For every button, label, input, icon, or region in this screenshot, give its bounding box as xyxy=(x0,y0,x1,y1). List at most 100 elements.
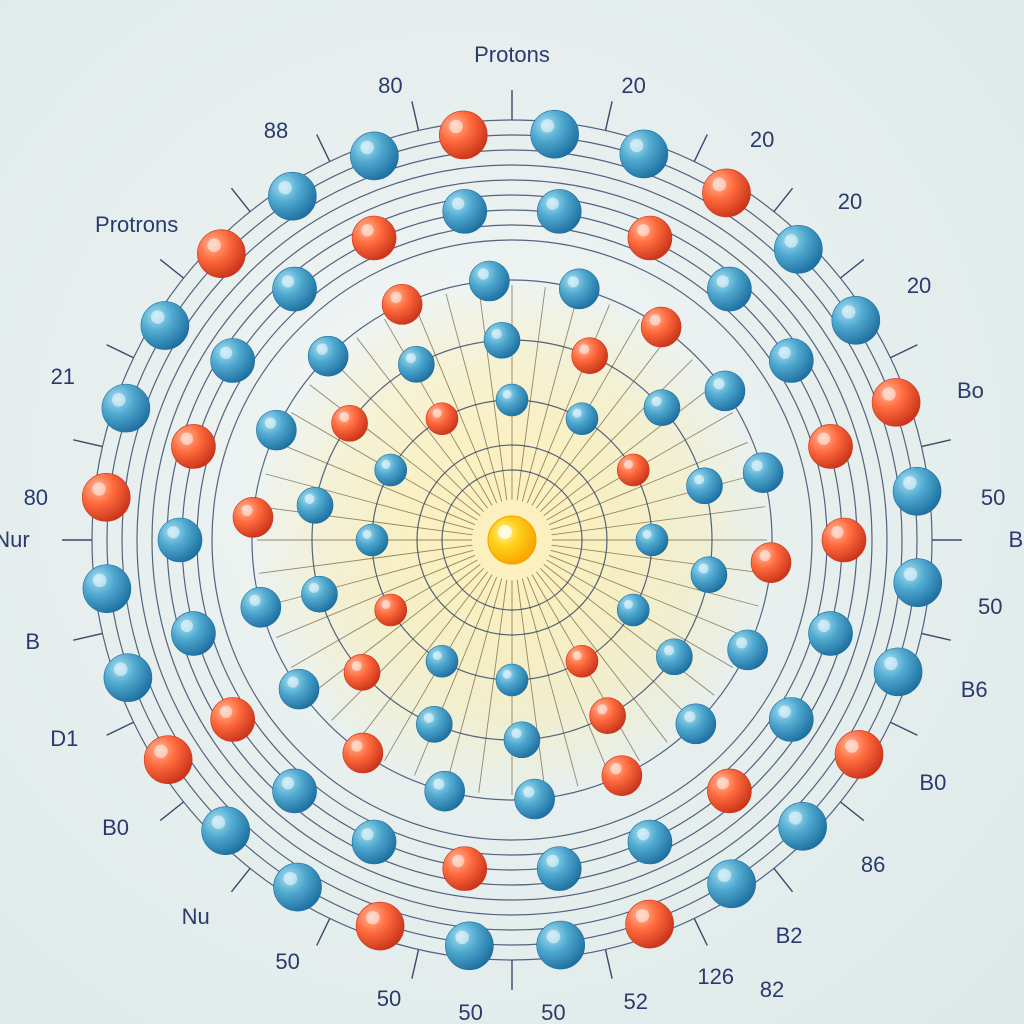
neutron-particle xyxy=(382,284,422,324)
axis-label-number: Bo xyxy=(957,378,984,404)
axis-label-number: 50 xyxy=(978,594,1002,620)
neutron-particle xyxy=(443,847,487,891)
axis-label-number: B0 xyxy=(102,815,129,841)
neutron-particle xyxy=(211,697,255,741)
axis-label-word: Nu xyxy=(182,904,210,930)
axis-label-number: B6 xyxy=(961,677,988,703)
proton-particle xyxy=(398,346,434,382)
proton-particle xyxy=(279,669,319,709)
axis-label-number: 86 xyxy=(861,852,885,878)
neutron-particle xyxy=(626,900,674,948)
proton-particle xyxy=(537,921,585,969)
proton-particle xyxy=(141,302,189,350)
proton-particle xyxy=(644,390,680,426)
proton-particle xyxy=(515,779,555,819)
axis-label-number: 80 xyxy=(24,485,48,511)
proton-particle xyxy=(728,630,768,670)
neutron-particle xyxy=(566,645,598,677)
proton-particle xyxy=(531,110,579,158)
axis-label-number: 50 xyxy=(458,1000,482,1024)
neutron-particle xyxy=(751,543,791,583)
proton-particle xyxy=(832,296,880,344)
proton-particle xyxy=(102,384,150,432)
neutron-particle xyxy=(641,307,681,347)
axis-label-word: Protons xyxy=(474,42,550,68)
proton-particle xyxy=(656,639,692,675)
proton-particle xyxy=(769,339,813,383)
neutron-particle xyxy=(426,403,458,435)
proton-particle xyxy=(559,269,599,309)
neutron-particle xyxy=(628,216,672,260)
axis-label-number: B0 xyxy=(919,770,946,796)
proton-particle xyxy=(268,172,316,220)
neutron-particle xyxy=(82,473,130,521)
axis-label-number: 50 xyxy=(377,986,401,1012)
neutron-particle xyxy=(835,730,883,778)
proton-particle xyxy=(350,132,398,180)
neutron-particle xyxy=(439,111,487,159)
proton-particle xyxy=(356,524,388,556)
axis-label-number: 50 xyxy=(275,949,299,975)
axis-label-number: 20 xyxy=(907,273,931,299)
proton-particle xyxy=(894,559,942,607)
proton-particle xyxy=(769,697,813,741)
neutron-particle xyxy=(171,424,215,468)
proton-particle xyxy=(256,410,296,450)
proton-particle xyxy=(273,769,317,813)
proton-particle xyxy=(566,403,598,435)
proton-particle xyxy=(617,594,649,626)
axis-label-number: 52 xyxy=(623,989,647,1015)
neutron-particle xyxy=(602,756,642,796)
axis-label-number: 50 xyxy=(541,1000,565,1024)
neutron-particle xyxy=(702,169,750,217)
proton-particle xyxy=(537,189,581,233)
axis-label-number: 82 xyxy=(760,977,784,1003)
proton-particle xyxy=(705,371,745,411)
neutron-particle xyxy=(822,518,866,562)
proton-particle xyxy=(158,518,202,562)
neutron-particle xyxy=(809,424,853,468)
axis-label-number: 126 xyxy=(697,964,734,990)
proton-particle xyxy=(496,384,528,416)
proton-particle xyxy=(743,453,783,493)
axis-label-number: D1 xyxy=(50,726,78,752)
neutron-particle xyxy=(144,736,192,784)
proton-particle xyxy=(484,322,520,358)
proton-particle xyxy=(308,336,348,376)
neutron-particle xyxy=(572,338,608,374)
axis-label-number: B6 xyxy=(1009,527,1024,553)
proton-particle xyxy=(496,664,528,696)
axis-label-number: B xyxy=(25,629,40,655)
axis-label-number: 50 xyxy=(981,485,1005,511)
neutron-particle xyxy=(590,698,626,734)
proton-particle xyxy=(241,587,281,627)
neutron-particle xyxy=(352,216,396,260)
proton-particle xyxy=(687,468,723,504)
proton-particle xyxy=(211,339,255,383)
proton-particle xyxy=(676,704,716,744)
proton-particle xyxy=(352,820,396,864)
proton-particle xyxy=(874,648,922,696)
neutron-particle xyxy=(356,902,404,950)
proton-particle xyxy=(426,645,458,677)
neutron-particle xyxy=(344,654,380,690)
proton-particle xyxy=(274,863,322,911)
proton-particle xyxy=(273,267,317,311)
proton-particle xyxy=(893,467,941,515)
axis-label-word: Protrons xyxy=(95,212,178,238)
neutron-particle xyxy=(617,454,649,486)
proton-particle xyxy=(171,612,215,656)
proton-particle xyxy=(636,524,668,556)
neutron-particle xyxy=(707,769,751,813)
neutron-particle xyxy=(343,733,383,773)
neutron-particle xyxy=(197,230,245,278)
proton-particle xyxy=(301,576,337,612)
proton-particle xyxy=(425,771,465,811)
proton-particle xyxy=(375,454,407,486)
proton-particle xyxy=(809,612,853,656)
axis-label-number: 21 xyxy=(51,364,75,390)
neutron-particle xyxy=(375,594,407,626)
proton-particle xyxy=(202,807,250,855)
proton-particle xyxy=(469,261,509,301)
proton-particle xyxy=(443,189,487,233)
